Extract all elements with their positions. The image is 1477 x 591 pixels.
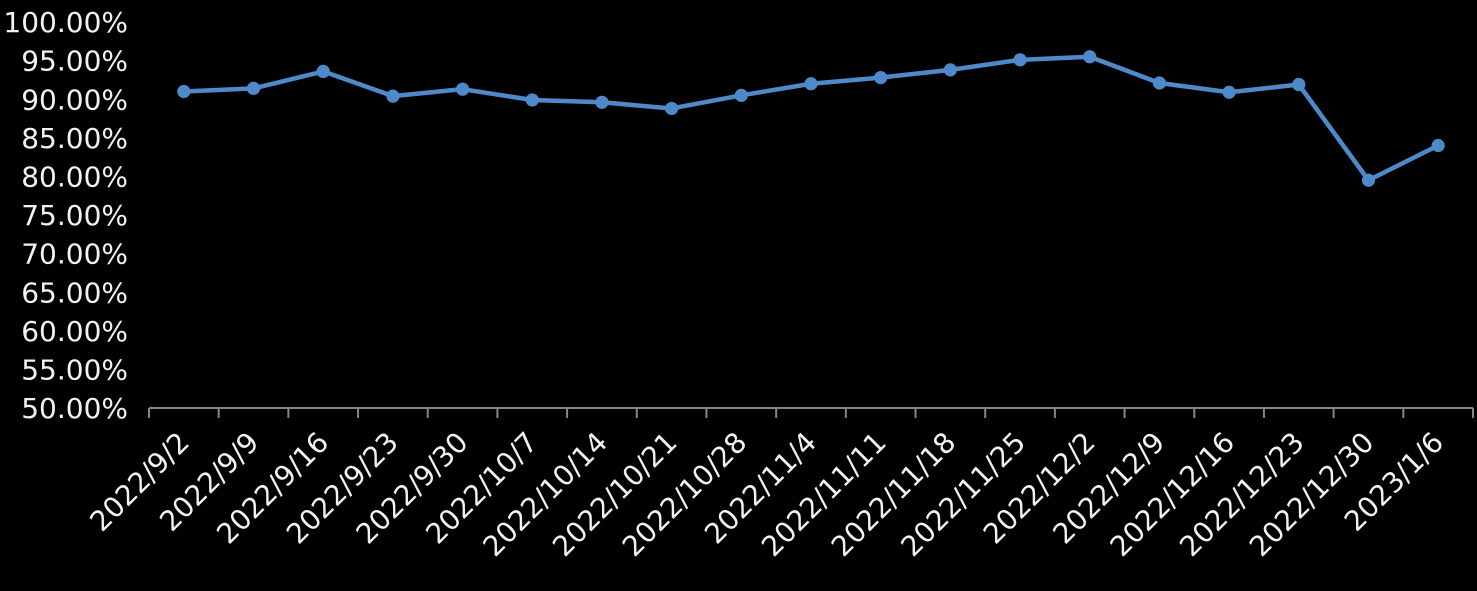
y-axis-tick-label: 75.00% <box>21 199 128 232</box>
data-point-marker <box>1431 138 1445 153</box>
y-axis-tick-label: 95.00% <box>21 45 128 78</box>
data-point-marker <box>874 70 888 85</box>
data-point-marker <box>1292 77 1306 92</box>
data-point-marker <box>595 95 609 109</box>
data-point-marker <box>734 88 748 102</box>
y-axis-tick-label: 85.00% <box>21 122 128 155</box>
data-point-marker <box>1013 53 1027 67</box>
data-point-marker <box>525 93 539 107</box>
y-axis-tick-label: 90.00% <box>21 83 128 116</box>
y-axis-tick-label: 65.00% <box>21 276 128 309</box>
y-axis-tick-label: 55.00% <box>21 353 128 386</box>
data-point-marker <box>246 81 261 95</box>
y-axis-tick-label: 100.00% <box>3 6 128 39</box>
y-axis-tick-label: 50.00% <box>21 392 128 425</box>
data-point-marker <box>1083 50 1097 64</box>
data-point-marker <box>316 64 330 79</box>
data-point-marker <box>665 101 679 116</box>
data-point-marker <box>455 82 470 96</box>
y-axis-tick-label: 70.00% <box>21 238 128 271</box>
data-point-marker <box>1152 76 1167 90</box>
data-point-marker <box>1222 85 1236 99</box>
y-axis-tick-label: 60.00% <box>21 315 128 348</box>
data-point-marker <box>177 84 191 99</box>
data-series-line <box>181 54 1441 183</box>
data-point-marker <box>943 63 957 77</box>
data-point-marker <box>804 77 818 91</box>
data-point-marker <box>386 89 400 103</box>
data-point-marker <box>1361 173 1376 187</box>
y-axis-tick-label: 80.00% <box>21 160 128 193</box>
